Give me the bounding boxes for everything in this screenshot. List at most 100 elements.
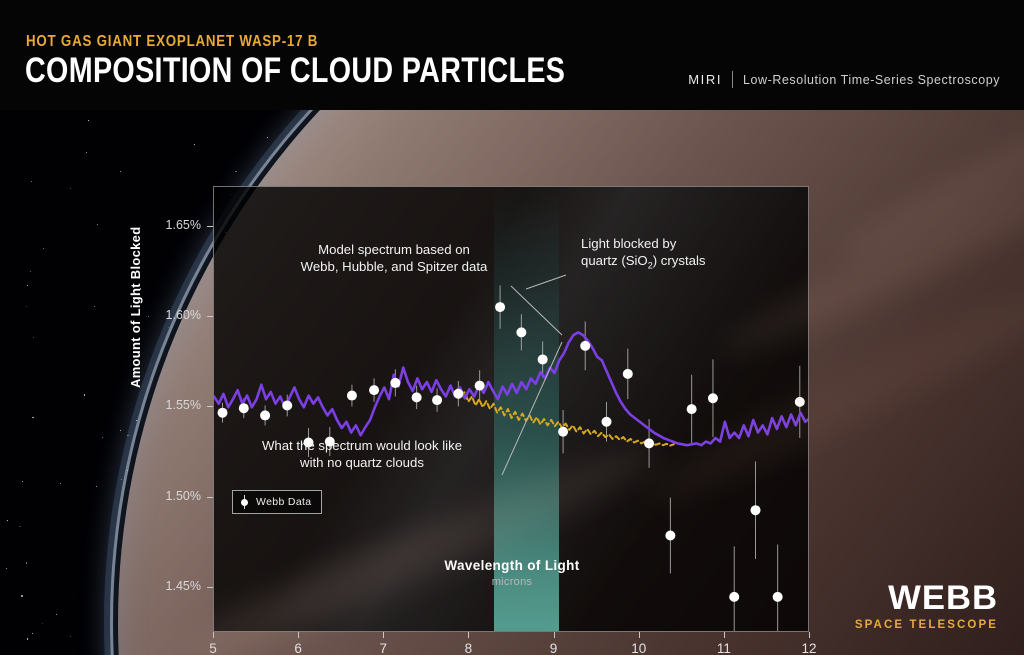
annotation-model-line2: Webb, Hubble, and Spitzer data [300,259,488,274]
leader-line-no-quartz [501,341,563,476]
star [119,170,121,172]
annotation-quartz: Light blocked by quartz (SiO2) crystals [581,235,705,275]
star [26,562,28,564]
no-quartz-model-line [456,388,675,447]
star [21,595,23,598]
x-axis-tick-mark [553,632,555,638]
x-axis-title: Wavelength of Light [444,558,580,573]
star [101,436,103,438]
x-axis-tick-label: 8 [464,641,473,655]
star [267,136,268,138]
webb-data-point [324,436,335,447]
star [32,336,34,338]
header-eyebrow: HOT GAS GIANT EXOPLANET WASP-17 b [26,33,319,50]
webb-data-point [707,393,718,404]
webb-data-point [729,591,740,602]
star [235,171,237,173]
x-axis-tick-mark [298,632,300,638]
annotation-noquartz-line2: with no quartz clouds [300,455,424,470]
star [120,430,121,431]
annotation-quartz-line2: quartz (SiO2) crystals [581,253,706,271]
star [27,638,29,640]
star [93,305,95,307]
star [56,614,57,615]
y-axis-tick-mark [207,406,213,408]
webb-data-point [794,396,805,407]
star [96,224,98,225]
star [121,478,123,480]
y-axis-tick-label: 1.55% [165,398,201,413]
instrument-name: MIRI [688,72,723,87]
y-axis-tick-label: 1.50% [165,488,201,503]
y-axis-tick-label: 1.65% [165,217,201,232]
star [83,394,86,397]
webb-logo-wordmark: WEBB [887,579,998,617]
webb-data-point [686,404,697,415]
star [126,469,128,471]
x-axis-tick-label: 12 [801,641,817,655]
page-title: COMPOSITION OF CLOUD PARTICLES [25,51,566,90]
star [69,636,71,638]
x-axis-tick-mark [638,632,640,638]
y-axis-tick-mark [207,225,213,227]
star [5,568,7,569]
webb-logo-tagline: SPACE TELESCOPE [854,619,998,631]
webb-data-point [665,530,676,541]
webb-data-point [537,354,548,365]
y-axis-tick-mark [207,496,213,498]
x-axis-tick-label: 9 [549,641,558,655]
leader-line-model [510,285,563,336]
annotation-no-quartz-clouds: What the spectrum would look like with n… [228,437,496,471]
star [193,144,195,146]
header-instrument-group: MIRI Low-Resolution Time-Series Spectros… [688,71,1000,88]
webb-data-point [260,410,271,421]
x-axis-tick-label: 7 [379,641,388,655]
x-axis-tick-label: 5 [209,641,217,655]
webb-data-point [411,392,422,403]
x-axis-tick-label: 11 [716,641,731,655]
annotation-model-line1: Model spectrum based on [318,242,470,257]
star [41,622,43,624]
webb-data-point [238,403,249,414]
webb-data-point [432,395,443,406]
webb-data-marker-icon [239,495,250,509]
star [69,187,71,189]
spectrum-plot [214,274,808,631]
header-bar: HOT GAS GIANT EXOPLANET WASP-17 b COMPOS… [0,0,1024,110]
x-axis-tick-mark [213,632,214,638]
webb-data-point [390,377,401,388]
webb-logo: WEBB SPACE TELESCOPE [855,581,998,631]
star [147,315,149,317]
star [139,288,142,290]
annotation-noquartz-line1: What the spectrum would look like [261,438,463,453]
webb-data-point [516,327,527,338]
webb-data-point [282,400,293,411]
star [60,482,62,484]
observation-mode: Low-Resolution Time-Series Spectroscopy [743,72,1000,87]
star [26,305,28,307]
star [86,152,88,154]
star [42,247,45,249]
webb-data-point [558,426,569,437]
star [31,180,33,182]
header-divider [732,71,734,88]
webb-data-point [346,390,357,401]
y-axis-tick-mark [207,586,213,588]
legend-label: Webb Data [256,496,312,508]
x-axis-tick-label: 10 [631,641,647,655]
background-scene: Model spectrum based on Webb, Hubble, an… [0,110,1024,655]
x-axis-tick-mark [383,632,385,638]
star [127,434,129,436]
chart-legend: Webb Data [232,490,322,514]
subscript-two: 2 [647,260,653,271]
webb-data-points [217,302,805,602]
y-axis-tick-mark [207,316,213,317]
star [29,271,31,273]
annotation-quartz-line1: Light blocked by [581,236,677,251]
star [87,120,89,121]
x-axis-tick-label: 6 [294,641,302,655]
webb-data-point [580,340,591,351]
leader-line-quartz [525,274,567,290]
webb-data-point [622,368,633,379]
